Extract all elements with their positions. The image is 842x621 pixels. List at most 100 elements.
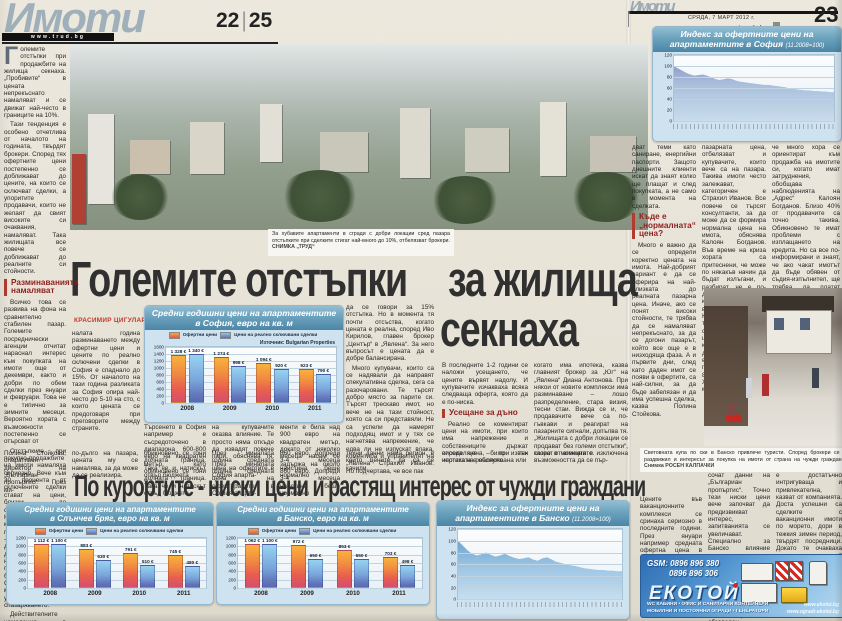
photo-main-caption: За хубавите апартаменти в сгради с добри…	[268, 229, 454, 256]
y-axis-tick: 80	[666, 74, 672, 80]
ad-phone-2: 0896 896 306	[669, 568, 718, 578]
building-shape	[88, 114, 114, 204]
paragraph: В последните 1-2 години се наложи усещан…	[442, 362, 528, 406]
y-axis-tick: 800	[228, 552, 236, 558]
ad-generator-graphic	[781, 587, 807, 603]
bar-value-label: 853 €	[338, 544, 351, 550]
y-axis-tick: 120	[664, 52, 672, 58]
chart-plot-area: 0 200 400 600 800 1000 1200 1400 1600 1 328 €1 34…	[154, 345, 337, 412]
ad-phone-1: GSM: 0896 896 380	[647, 559, 720, 568]
x-axis-category: 2009	[300, 589, 314, 597]
bar-value-label: 790 €	[317, 367, 330, 373]
bar-offer-price	[33, 543, 49, 588]
article-column-h: Цените във ваканционните комплекси се ср…	[640, 496, 702, 598]
gridline	[458, 540, 622, 542]
legend-real-swatch	[220, 332, 232, 340]
bar-wrap: 703 €	[383, 538, 398, 588]
y-axis-tick: 60	[450, 561, 456, 567]
bar-group: 923 € 790 € 2011	[294, 347, 337, 412]
bar-wrap: 1 328 €	[170, 347, 187, 404]
chart-legend: Офертни цени Цени на реално сключвани сд…	[221, 527, 423, 535]
photo-street-caption: Световната купа по ски в Банско привлече…	[640, 448, 842, 472]
article-column-b: да се говори за 15% отстъпка. Но в момен…	[346, 304, 434, 475]
gridline	[166, 389, 336, 390]
article-column-a: налата година разминаването между офертн…	[72, 330, 140, 446]
caption-credit: Снимка РОСЕН КАЛПАЧКИ	[644, 463, 715, 470]
bar-value-label: 972 €	[292, 539, 305, 545]
gridline	[166, 361, 336, 362]
y-axis-tick: 0	[669, 118, 672, 124]
gridline	[458, 564, 622, 565]
subhead-normalnata-cena: Къде е „нормалната“ цена?	[632, 212, 696, 239]
y-axis-tick: 400	[228, 568, 236, 574]
bar-real-price	[354, 558, 369, 588]
bar-value-label: 920 €	[275, 363, 287, 369]
y-axis-tick: 120	[448, 526, 456, 532]
y-axis-tick: 100	[448, 538, 456, 544]
x-axis-category: 2011	[392, 589, 406, 597]
bar-wrap: 791 €	[123, 538, 139, 588]
ad-urls: www.ekotoi.bg www.ogradi-ekotoi.bg	[787, 602, 839, 615]
chart-sofia-prices: Средни годишни цени на апартаментите в С…	[144, 305, 344, 423]
chart-sofia-index: Индекс за офертните цени на апартаментит…	[652, 26, 842, 142]
building-shape	[260, 104, 282, 162]
x-axis-category: 2011	[308, 405, 322, 413]
x-axis-category: 2011	[177, 589, 191, 597]
bar-wrap: 1 100 €	[262, 538, 278, 588]
ad-url-2: www.ogradi-ekotoi.bg	[786, 608, 839, 615]
bar-real-price	[95, 559, 111, 588]
paragraph: Действителните намаления в офертите сега…	[4, 611, 66, 621]
ad-office-container-graphic	[741, 583, 777, 603]
chart-legend: Офертни цени Цени на реално сключвани сд…	[11, 527, 207, 535]
paragraph: да се говори за 15% отстъпка. Но в момен…	[346, 304, 434, 363]
bar-wrap: 1 112 €	[34, 538, 49, 588]
bar-group: 883 € 630 € 2009	[73, 538, 118, 597]
legend-offer-label: Офертни цени	[182, 333, 218, 339]
bar-value-label: 1 328 €	[170, 348, 187, 354]
gridline	[28, 587, 206, 589]
y-axis-tick: 200	[228, 577, 236, 583]
bar-group: 1 112 €1 100 € 2008	[28, 538, 73, 597]
y-axis-tick: 200	[18, 577, 26, 583]
gridline	[166, 354, 336, 355]
chart-title: Средни годишни цени на апартаментите в Б…	[217, 503, 429, 526]
paragraph: Тази тенденция е особено отчетлива от на…	[4, 121, 66, 276]
y-axis-tick: 20	[666, 107, 672, 113]
gridline	[166, 396, 336, 397]
ad-striped-panel	[775, 561, 789, 581]
building-shape	[465, 128, 509, 172]
bar-value-label: 1 100 €	[262, 537, 278, 543]
bar-value-label: 998 €	[232, 360, 245, 366]
bar-offer-price	[383, 556, 398, 588]
building-shape	[540, 102, 566, 176]
bar-wrap: 883 €	[78, 538, 94, 588]
bar-value-label: 630 €	[97, 553, 110, 559]
red-sled	[726, 414, 742, 422]
bar-wrap: 923 €	[298, 347, 314, 404]
bar-wrap: 480 €	[184, 538, 200, 588]
article-column-d: когато има ипотека, казва главният броке…	[534, 362, 628, 468]
gridline	[458, 575, 622, 577]
bar-offer-price	[213, 356, 229, 404]
article-column-c: В последните 1-2 години се наложи усещан…	[442, 362, 528, 468]
left-rule	[2, 42, 278, 44]
gridline	[166, 403, 336, 404]
bar-wrap: 972 €	[291, 538, 306, 588]
bar-offer-price	[123, 552, 139, 588]
bar-wrap: 790 €	[315, 347, 331, 404]
paragraph: Реално се коментират цени на имоти, при …	[442, 420, 528, 465]
left-url-bar: www.trud.bg	[2, 33, 114, 41]
paragraph: Много е важно да се определи коректно це…	[632, 241, 696, 418]
gridline	[458, 529, 622, 530]
legend-real-swatch	[86, 527, 98, 535]
chart-title: Индекс за офертните цени на апартаментит…	[653, 27, 841, 53]
bar-wrap: 650 €	[308, 538, 323, 588]
bar-real-price	[308, 558, 323, 588]
gridline	[238, 562, 422, 564]
article-column-m3: менти е била над 900 евро на квадратен м…	[280, 424, 340, 498]
chart-sunny-beach-prices: Средни годишни цени на апартаментите в С…	[6, 502, 214, 605]
bar-value-label: 1 094 €	[255, 357, 272, 362]
red-roof-building	[72, 154, 86, 224]
y-axis-tick: 100	[664, 63, 672, 69]
gridline	[28, 571, 206, 572]
